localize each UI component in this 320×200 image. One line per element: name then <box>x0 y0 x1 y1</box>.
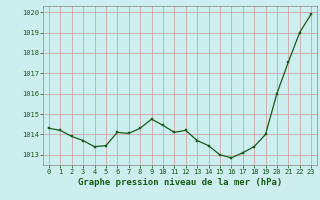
X-axis label: Graphe pression niveau de la mer (hPa): Graphe pression niveau de la mer (hPa) <box>78 178 282 187</box>
